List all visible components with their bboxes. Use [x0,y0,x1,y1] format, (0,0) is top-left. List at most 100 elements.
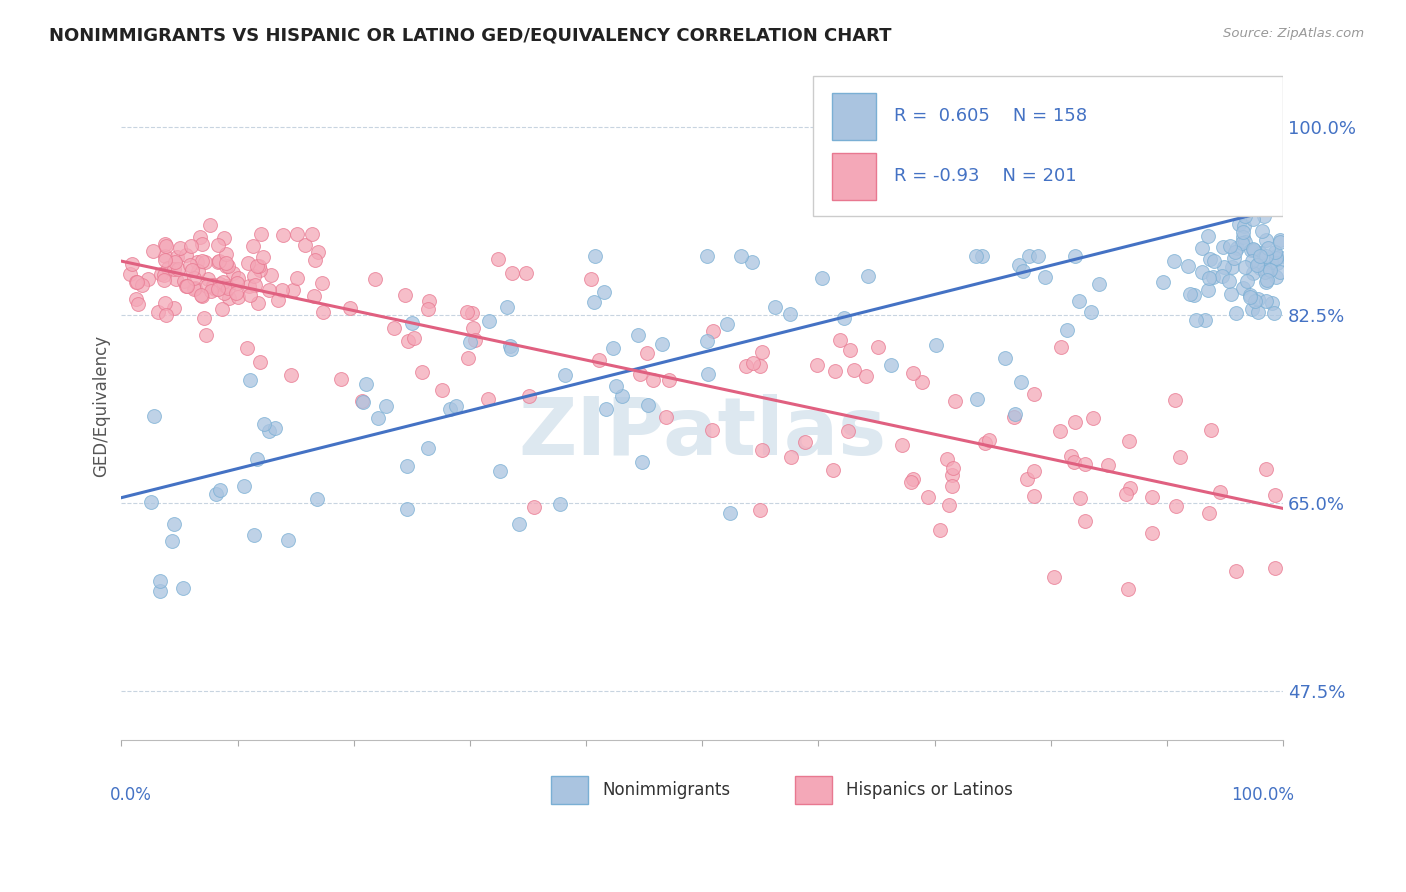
Text: ZIPatlas: ZIPatlas [517,394,886,472]
Point [1140,525,1163,540]
Point [741,255,763,269]
Point [1270,235,1292,249]
Point [1233,260,1256,275]
Point [1069,293,1091,308]
Point [352,394,374,409]
Point [461,306,484,320]
Point [941,478,963,492]
Text: 100.0%: 100.0% [1232,786,1295,805]
Point [1010,375,1032,389]
Point [172,581,194,595]
Point [702,324,724,338]
Text: NONIMMIGRANTS VS HISPANIC OR LATINO GED/EQUIVALENCY CORRELATION CHART: NONIMMIGRANTS VS HISPANIC OR LATINO GED/… [49,27,891,45]
Point [1239,290,1261,304]
Point [401,316,423,330]
Point [180,262,202,277]
Point [1230,203,1253,218]
Point [748,359,770,373]
Point [267,293,290,307]
Point [890,438,912,452]
Point [215,256,238,270]
Point [163,254,186,268]
Point [1163,253,1185,268]
Point [1116,582,1139,597]
Point [157,261,180,276]
Point [127,297,149,311]
Point [367,411,389,425]
Point [489,464,512,478]
Point [1268,265,1291,279]
Point [382,321,405,335]
Point [499,338,522,352]
Point [1118,434,1140,448]
Point [696,249,718,263]
Point [411,365,433,379]
Point [207,282,229,296]
Point [243,277,266,292]
Text: Source: ZipAtlas.com: Source: ZipAtlas.com [1223,27,1364,40]
Point [1239,288,1261,302]
Point [696,334,718,348]
Point [271,227,294,242]
Point [1152,275,1174,289]
Point [1202,253,1225,268]
Point [1184,313,1206,327]
Point [602,342,624,356]
Point [155,239,177,253]
Point [1241,266,1264,280]
Point [1197,283,1219,297]
Point [253,417,276,432]
Point [1080,304,1102,318]
Point [655,410,678,425]
Point [142,244,165,258]
Point [523,500,546,514]
Bar [832,93,876,140]
Point [277,533,299,547]
Point [138,272,160,286]
Point [1256,273,1278,287]
Point [900,475,922,490]
Point [1220,260,1243,275]
Point [205,487,228,501]
Point [307,244,329,259]
Point [583,294,606,309]
Point [943,394,966,409]
Point [217,260,239,274]
Point [183,270,205,285]
Point [1223,244,1246,259]
Point [354,376,377,391]
Point [257,283,280,297]
Point [352,395,374,409]
Point [641,373,664,387]
Point [1233,219,1256,233]
Point [183,282,205,296]
Point [1069,491,1091,505]
Point [1008,258,1031,272]
Point [554,368,576,382]
Point [1230,235,1253,250]
Point [208,253,231,268]
Point [143,409,166,423]
Point [1087,277,1109,291]
FancyBboxPatch shape [813,77,1284,216]
Point [1042,570,1064,584]
Point [394,287,416,301]
Point [1024,489,1046,503]
Point [152,268,174,283]
Point [1198,271,1220,285]
Point [211,276,233,290]
Point [239,288,262,302]
Point [163,301,186,315]
Point [416,442,439,456]
Point [148,305,170,319]
Text: R =  0.605    N = 158: R = 0.605 N = 158 [894,107,1087,125]
Point [941,468,963,483]
Point [139,495,162,509]
Point [548,497,571,511]
Point [238,278,260,293]
Point [1178,287,1201,301]
Point [1240,244,1263,258]
Point [166,250,188,264]
Point [1264,560,1286,574]
Point [1247,305,1270,319]
